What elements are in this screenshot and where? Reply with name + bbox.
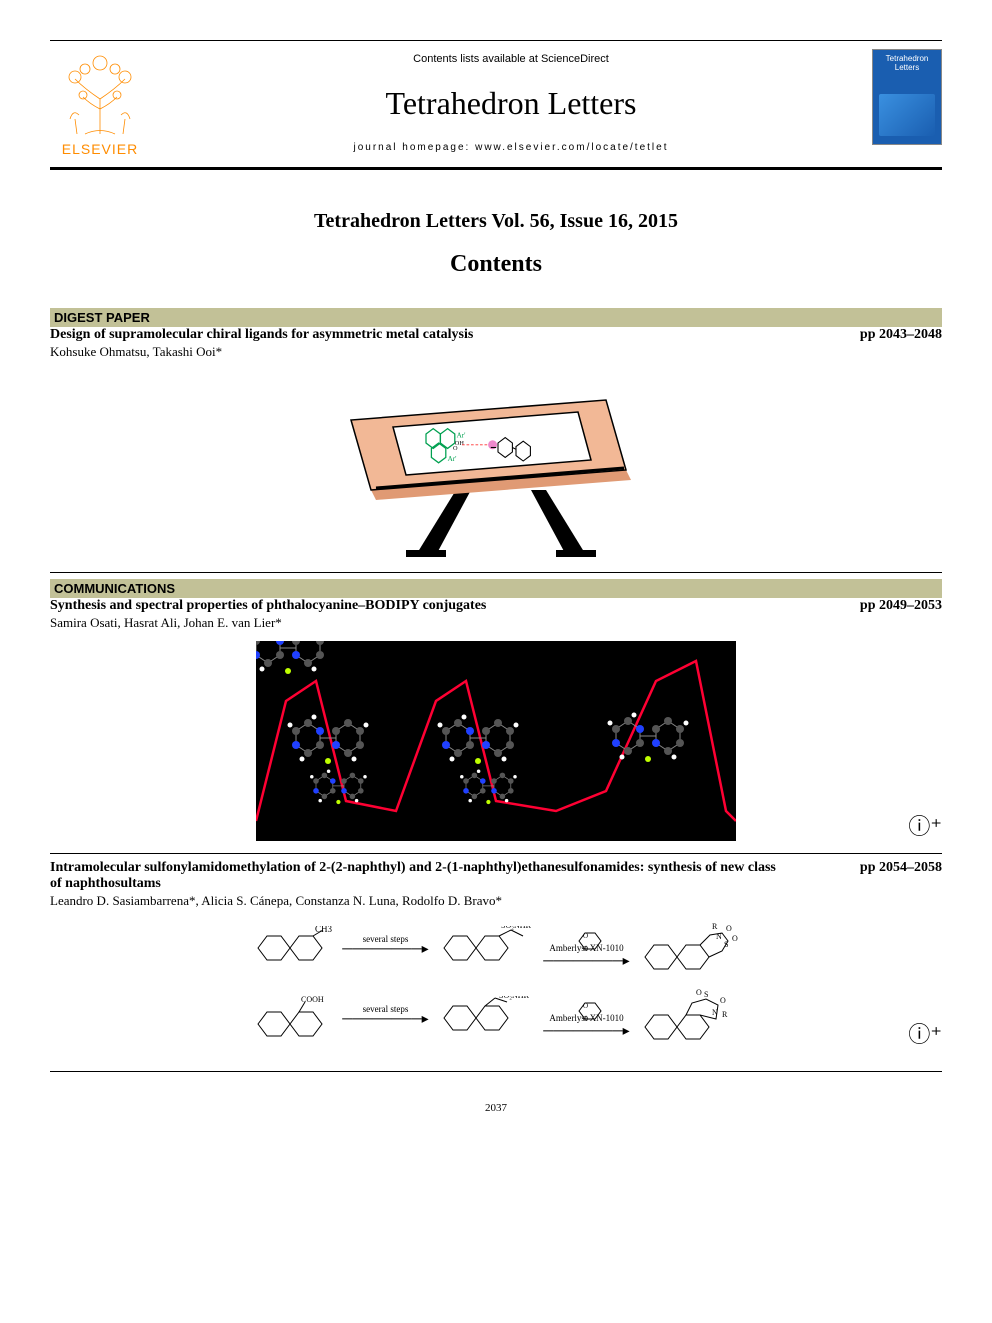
publisher-logo: ELSEVIER — [50, 49, 150, 157]
naphthalene-cooh-icon: COOH — [253, 994, 333, 1044]
svg-text:S: S — [704, 990, 708, 999]
entry-pages: pp 2049–2053 — [860, 598, 942, 614]
svg-text:OH: OH — [455, 440, 465, 447]
svg-text:R: R — [722, 1010, 728, 1019]
entry-pages: pp 2043–2048 — [860, 327, 942, 343]
cover-title: Tetrahedron Letters — [873, 50, 941, 76]
publisher-name: ELSEVIER — [62, 141, 138, 157]
entry-authors: Samira Osati, Hasrat Ali, Johan E. van L… — [50, 615, 942, 631]
svg-text:Ar': Ar' — [457, 432, 466, 440]
svg-text:N: N — [712, 1008, 718, 1017]
sulfonamide-intermediate-icon: SO₂NHR — [439, 926, 534, 972]
journal-header: ELSEVIER Contents lists available at Sci… — [50, 40, 942, 170]
drafting-table-diagram: Ar' Ar' O OH — [326, 370, 666, 560]
journal-name: Tetrahedron Letters — [164, 85, 858, 122]
entry-figure: Ar' Ar' O OH — [50, 370, 942, 560]
entry-figure: CH3 several steps ────────▸ SO₂NHR — [50, 919, 942, 1049]
entry-pages: pp 2054–2058 — [860, 860, 942, 876]
section-bar-communications: COMMUNICATIONS — [50, 579, 942, 598]
entry-authors: Leandro D. Sasiambarrena*, Alicia S. Cán… — [50, 893, 942, 909]
svg-text:O: O — [720, 996, 726, 1005]
svg-text:O: O — [583, 932, 588, 940]
svg-text:O: O — [696, 989, 702, 997]
journal-cover-thumbnail: Tetrahedron Letters — [872, 49, 942, 145]
entry-figure: ⓘ⁺ — [50, 641, 942, 841]
entry-title: Synthesis and spectral properties of pht… — [50, 598, 486, 614]
entry-authors: Kohsuke Ohmatsu, Takashi Ooi* — [50, 344, 942, 360]
svg-text:O: O — [583, 1002, 588, 1010]
toc-entry: Intramolecular sulfonylamidomethylation … — [50, 860, 942, 1072]
journal-homepage: journal homepage: www.elsevier.com/locat… — [164, 142, 858, 153]
entry-title: Design of supramolecular chiral ligands … — [50, 327, 473, 343]
elsevier-tree-icon — [55, 49, 145, 139]
arrow-icon: several steps ────────▸ — [341, 1011, 431, 1028]
contents-heading: Contents — [50, 251, 942, 278]
svg-text:N: N — [716, 932, 722, 941]
sciencedirect-line: Contents lists available at ScienceDirec… — [164, 53, 858, 65]
toc-entry: Synthesis and spectral properties of pht… — [50, 598, 942, 854]
sultam-product-icon: O S N R O — [640, 989, 740, 1049]
naphthalene-ch3-icon: CH3 — [253, 926, 333, 972]
issue-title: Tetrahedron Letters Vol. 56, Issue 16, 2… — [50, 210, 942, 233]
svg-text:O: O — [726, 924, 732, 933]
arrow-icon: OO ────────▸ Amberlyst XN-1010 — [542, 929, 632, 970]
sulfonamide-intermediate-icon: SO₂NHR — [439, 996, 534, 1042]
info-icon: ⓘ⁺ — [908, 1017, 942, 1049]
svg-text:SO₂NHR: SO₂NHR — [499, 996, 530, 1000]
toc-entry: Design of supramolecular chiral ligands … — [50, 327, 942, 573]
entry-title: Intramolecular sulfonylamidomethylation … — [50, 860, 790, 892]
info-icon: ⓘ⁺ — [908, 809, 942, 841]
svg-text:COOH: COOH — [301, 995, 324, 1004]
header-center: Contents lists available at ScienceDirec… — [164, 49, 858, 157]
cover-graphic — [879, 94, 935, 136]
sultam-product-icon: R O N S O — [640, 919, 740, 979]
svg-text:O: O — [732, 934, 738, 943]
svg-text:Ar': Ar' — [448, 455, 457, 463]
page-number: 2037 — [50, 1102, 942, 1114]
phthalocyanine-spectrum — [256, 641, 736, 841]
svg-text:S: S — [724, 940, 728, 949]
section-bar-digest: DIGEST PAPER — [50, 308, 942, 327]
svg-text:CH3: CH3 — [315, 926, 333, 934]
svg-text:R: R — [712, 922, 718, 931]
reaction-scheme: CH3 several steps ────────▸ SO₂NHR — [176, 919, 816, 1049]
arrow-icon: several steps ────────▸ — [341, 941, 431, 958]
arrow-icon: OO ────────▸ Amberlyst XN-1010 — [542, 999, 632, 1040]
svg-text:SO₂NHR: SO₂NHR — [501, 926, 532, 930]
